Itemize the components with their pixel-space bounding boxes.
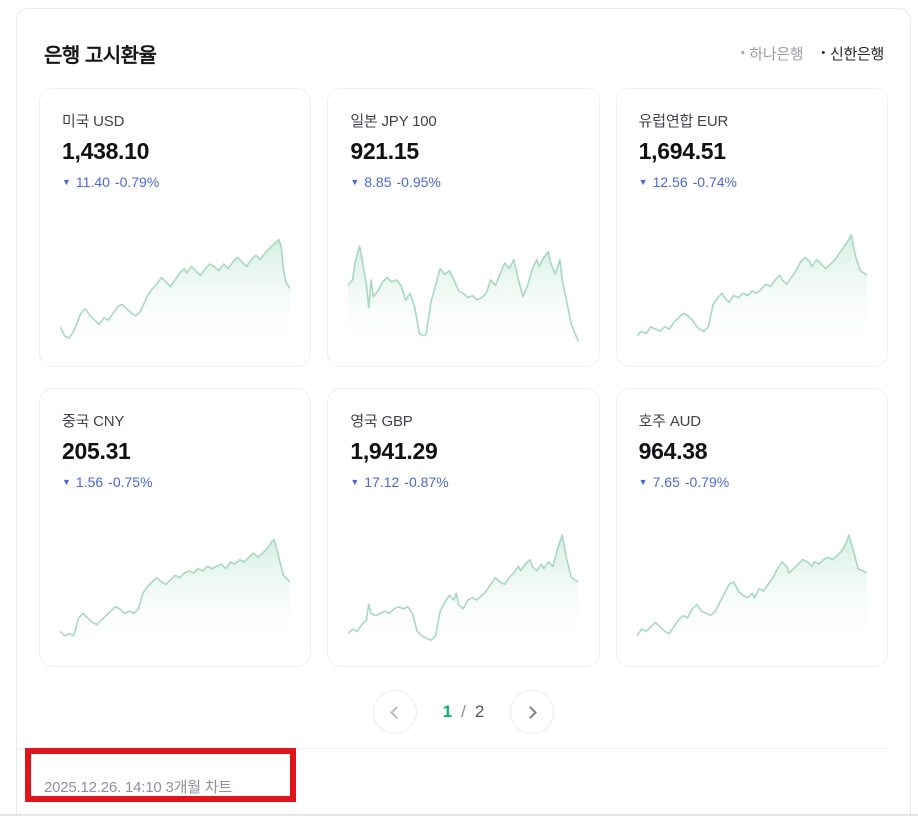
currency-price: 1,941.29 [350, 438, 438, 464]
prev-page-button[interactable] [372, 690, 417, 734]
currency-card-eur[interactable]: 유럽연합 EUR 1,694.51 ▼ 12.56 -0.74% [615, 88, 888, 367]
currency-name: 일본 JPY 100 [350, 113, 437, 130]
bullet-icon: • [740, 47, 745, 59]
down-arrow-icon: ▼ [62, 176, 71, 187]
widget-header: 은행 고시환율 • 하나은행 • 신한은행 [17, 9, 910, 88]
sparkline-chart [348, 229, 579, 351]
currency-price: 1,438.10 [62, 138, 150, 164]
down-arrow-icon: ▼ [350, 176, 360, 187]
down-arrow-icon: ▼ [62, 476, 71, 487]
change-percent: -0.75% [108, 474, 153, 490]
currency-change: ▼ 7.65 -0.79% [639, 474, 865, 490]
currency-card-gbp[interactable]: 영국 GBP 1,941.29 ▼ 17.12 -0.87% [327, 388, 600, 667]
sparkline-chart [60, 229, 291, 351]
down-arrow-icon: ▼ [638, 176, 648, 187]
change-value: 7.65 [652, 474, 680, 490]
change-percent: -0.74% [692, 174, 737, 190]
currency-change: ▼ 17.12 -0.87% [350, 474, 576, 490]
footer-divider [17, 748, 888, 749]
change-value: 11.40 [75, 174, 110, 190]
change-percent: -0.95% [396, 174, 441, 190]
page-indicator: 1 / 2 [443, 702, 485, 722]
bank-toggle-label: 하나은행 [749, 46, 804, 63]
bank-toggle-shinhan[interactable]: • 신한은행 [821, 43, 884, 64]
sparkline-chart [60, 529, 291, 651]
current-page: 1 [442, 702, 453, 721]
currency-name: 중국 CNY [62, 413, 125, 430]
change-value: 1.56 [75, 474, 104, 490]
page-separator: / [461, 702, 466, 721]
change-percent: -0.79% [114, 174, 160, 190]
currency-card-jpy[interactable]: 일본 JPY 100 921.15 ▼ 8.85 -0.95% [327, 88, 600, 367]
currency-card-usd[interactable]: 미국 USD 1,438.10 ▼ 11.40 -0.79% [39, 88, 312, 367]
currency-name: 호주 AUD [638, 413, 701, 430]
currency-change: ▼ 11.40 -0.79% [62, 174, 288, 190]
currency-name: 영국 GBP [350, 413, 413, 430]
currency-card-cny[interactable]: 중국 CNY 205.31 ▼ 1.56 -0.75% [39, 388, 312, 667]
currency-price: 921.15 [350, 138, 419, 164]
sparkline-chart [636, 529, 867, 651]
change-value: 8.85 [364, 174, 392, 190]
chevron-right-icon [523, 705, 537, 719]
currency-change: ▼ 12.56 -0.74% [639, 174, 865, 190]
currency-card-grid: 미국 USD 1,438.10 ▼ 11.40 -0.79% 일본 JPY 10… [39, 88, 888, 667]
change-value: 17.12 [364, 474, 400, 490]
currency-price: 1,694.51 [638, 138, 726, 164]
change-percent: -0.87% [404, 474, 449, 490]
change-value: 12.56 [652, 174, 688, 190]
currency-name: 미국 USD [62, 113, 125, 130]
currency-name: 유럽연합 EUR [638, 113, 729, 130]
change-percent: -0.79% [684, 474, 730, 490]
sparkline-chart [636, 229, 867, 351]
down-arrow-icon: ▼ [638, 476, 648, 487]
currency-price: 205.31 [62, 438, 131, 464]
sparkline-chart [348, 529, 579, 651]
widget-title: 은행 고시환율 [44, 45, 157, 67]
currency-price: 964.38 [638, 438, 708, 464]
currency-change: ▼ 8.85 -0.95% [350, 174, 576, 190]
total-pages: 2 [474, 702, 485, 721]
exchange-rate-widget: 은행 고시환율 • 하나은행 • 신한은행 미국 USD 1,438.10 ▼ … [16, 8, 911, 814]
footer-timestamp: 2025.12.26. 14:10 3개월 차트 [44, 779, 233, 796]
bank-toggle-label: 신한은행 [829, 46, 884, 63]
bullet-icon: • [821, 47, 825, 59]
pagination: 1 / 2 [17, 690, 910, 734]
bank-toggle: • 하나은행 • 신한은행 [741, 43, 884, 64]
page-bottom-divider [0, 814, 918, 816]
chevron-left-icon [390, 705, 404, 719]
currency-card-aud[interactable]: 호주 AUD 964.38 ▼ 7.65 -0.79% [615, 388, 888, 667]
bank-toggle-hana[interactable]: • 하나은행 [741, 43, 804, 64]
down-arrow-icon: ▼ [350, 476, 360, 487]
currency-change: ▼ 1.56 -0.75% [62, 474, 288, 490]
next-page-button[interactable] [510, 690, 555, 734]
